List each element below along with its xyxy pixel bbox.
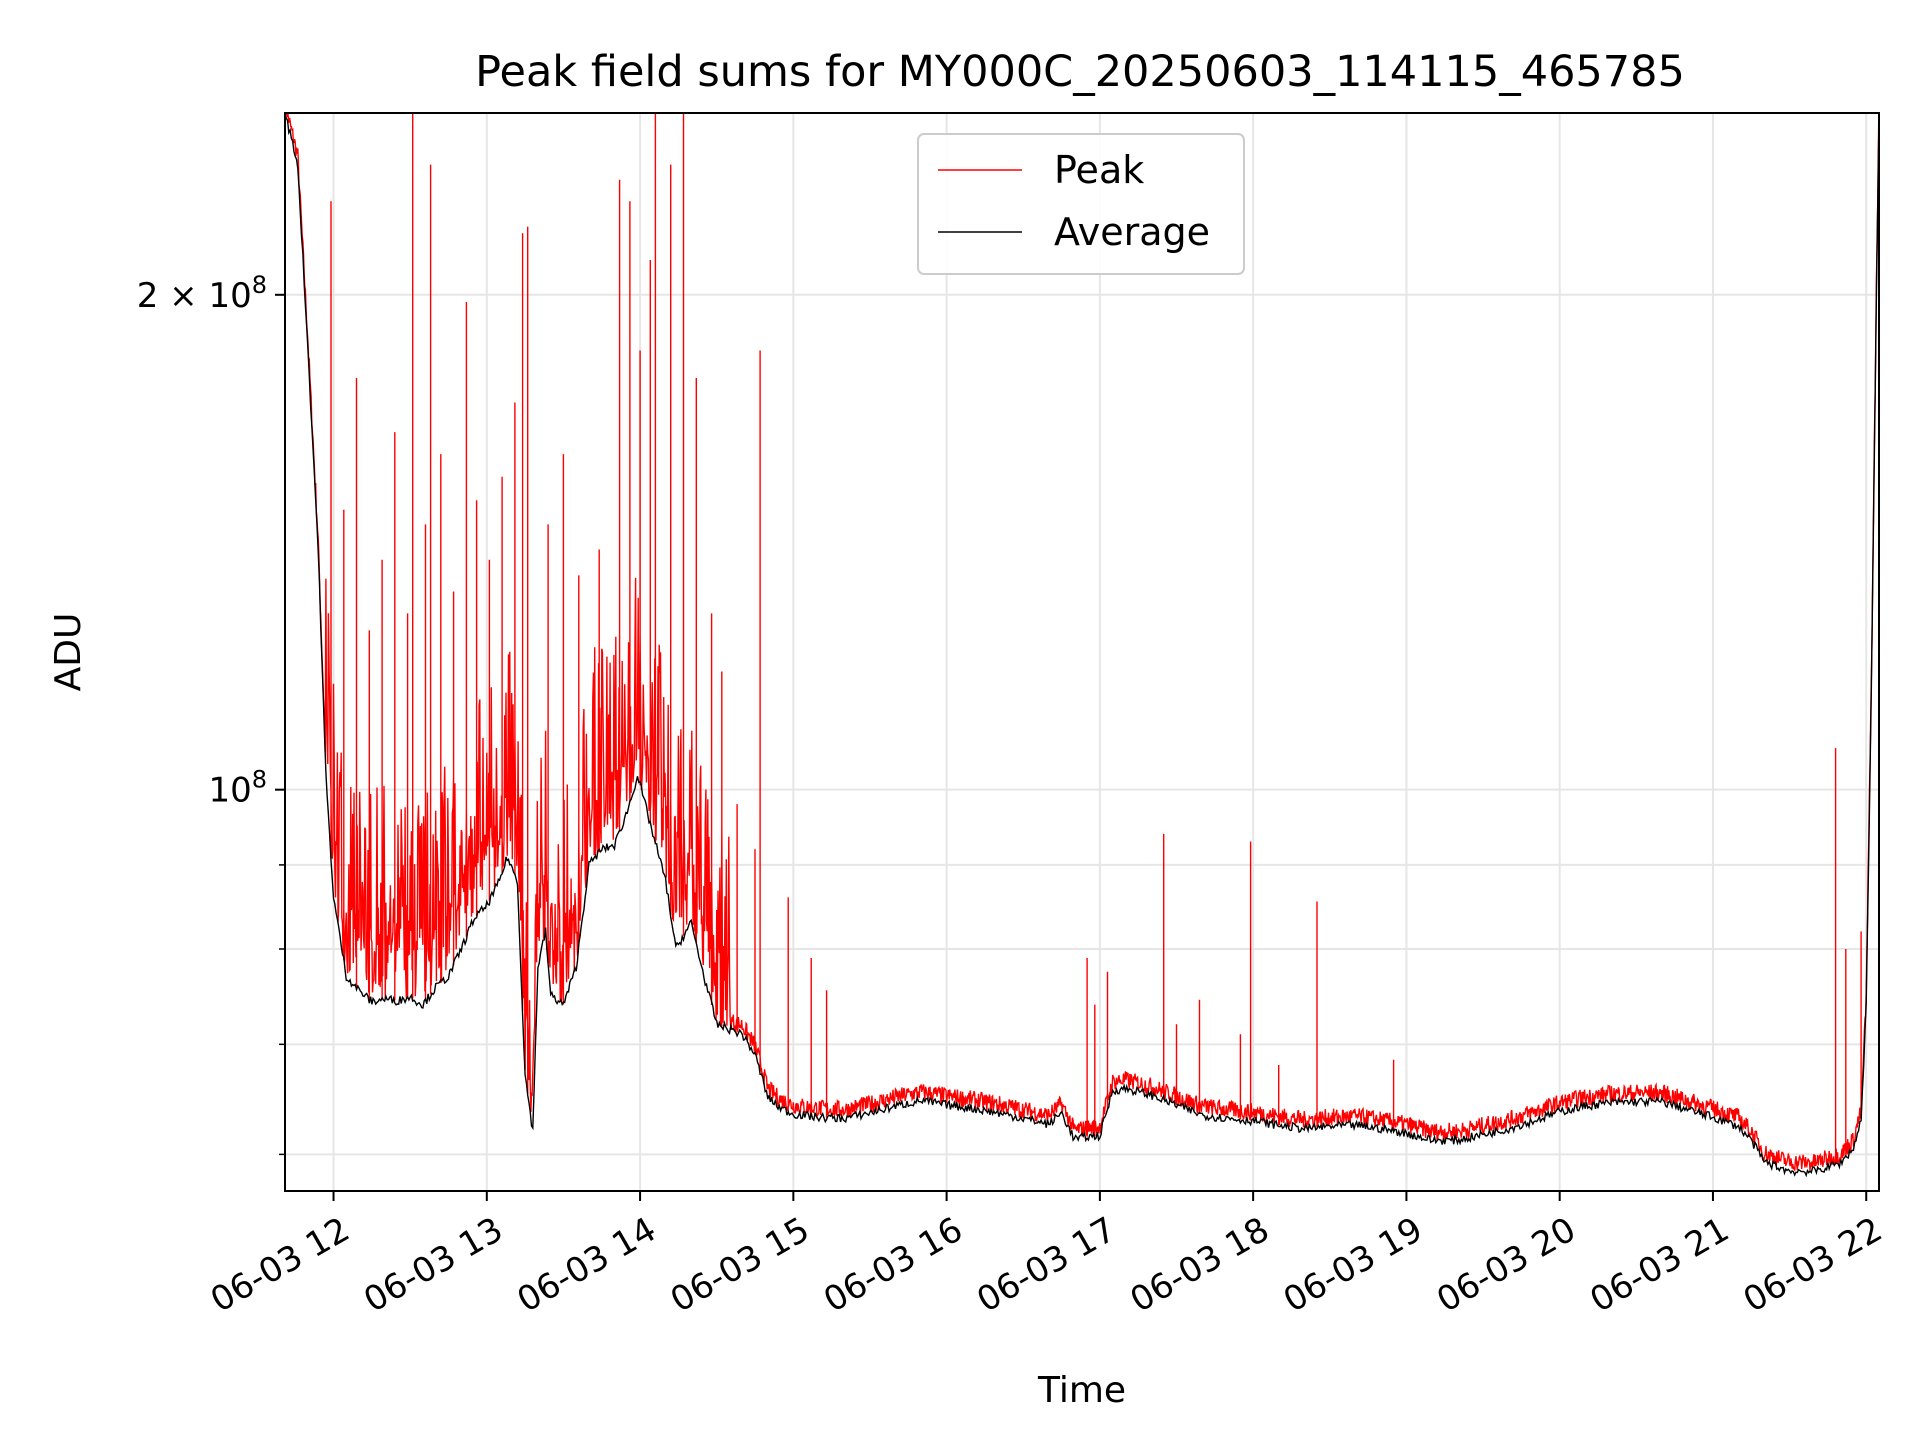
series-average-line bbox=[285, 114, 1879, 1178]
legend: Peak Average bbox=[917, 133, 1245, 275]
legend-box bbox=[917, 133, 1245, 275]
legend-label-peak: Peak bbox=[1054, 148, 1144, 192]
legend-label-average: Average bbox=[1054, 210, 1210, 254]
x-axis-title: Time bbox=[1037, 1370, 1126, 1411]
chart-title: Peak field sums for MY000C_20250603_1141… bbox=[475, 47, 1685, 97]
plot-frame bbox=[284, 112, 1880, 1192]
series-peak-line bbox=[285, 113, 1879, 1171]
y-axis-title: ADU bbox=[48, 613, 89, 692]
series-layer bbox=[285, 113, 1879, 1178]
y-tick-label: 2 × 108 bbox=[137, 271, 267, 316]
